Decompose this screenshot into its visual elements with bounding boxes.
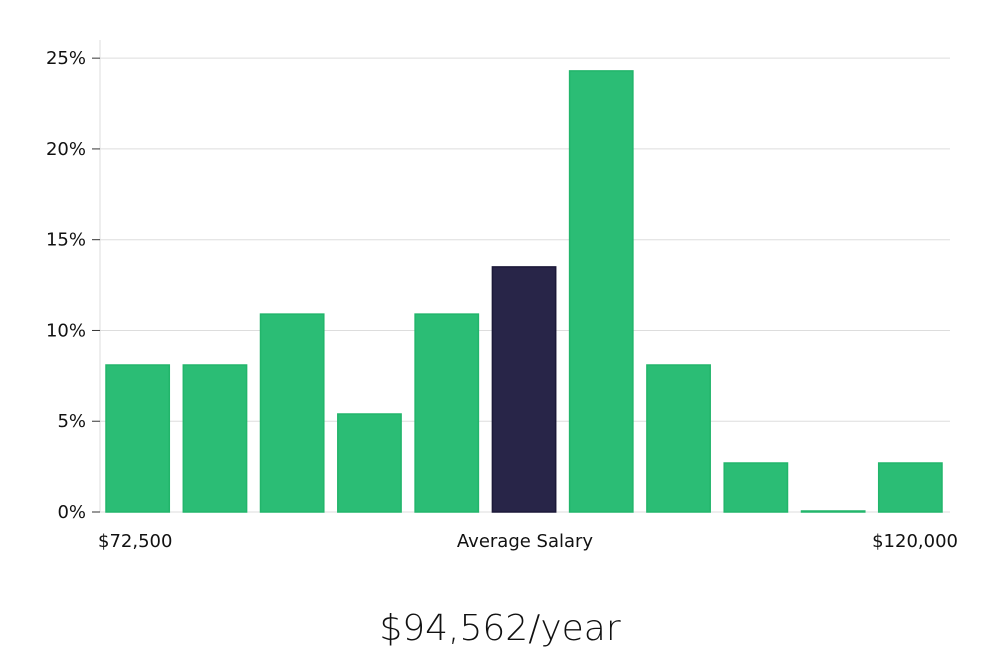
histogram-bar <box>568 70 634 513</box>
x-axis-label-min: $72,500 <box>98 531 172 552</box>
x-axis-label-max: $120,000 <box>872 531 958 552</box>
histogram-bar <box>877 462 943 513</box>
histogram-bar-average <box>491 266 557 513</box>
histogram-bar <box>337 413 402 513</box>
bar-layer <box>105 70 943 513</box>
x-axis-label-center: Average Salary <box>457 531 594 552</box>
histogram-bar <box>105 364 171 513</box>
histogram-bar <box>800 510 866 513</box>
y-tick-label: 0% <box>57 502 86 523</box>
histogram-bar <box>723 462 789 513</box>
histogram-bar <box>182 364 248 513</box>
y-tick-label: 20% <box>46 139 86 160</box>
histogram-bar <box>259 313 325 513</box>
y-tick-label: 10% <box>46 320 86 341</box>
x-axis-labels: $72,500 Average Salary $120,000 <box>98 531 958 552</box>
histogram-bar <box>414 313 480 513</box>
average-salary-headline: $94,562/year <box>379 608 621 649</box>
y-axis-ticks: 0% 5% 10% 15% 20% 25% <box>46 48 100 523</box>
y-tick-label: 5% <box>57 411 86 432</box>
y-tick-label: 25% <box>46 48 86 69</box>
y-tick-label: 15% <box>46 230 86 251</box>
histogram-bar <box>646 364 711 513</box>
